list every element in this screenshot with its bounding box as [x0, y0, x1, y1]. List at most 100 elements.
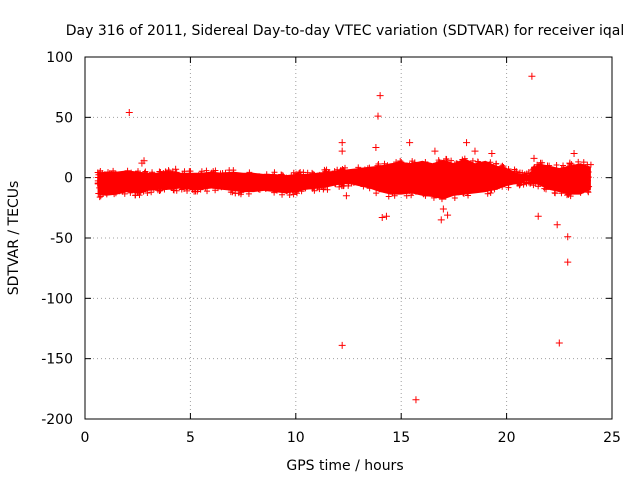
band-point	[245, 183, 252, 190]
band-point	[203, 167, 210, 174]
band-point	[225, 176, 232, 183]
band-point	[275, 184, 282, 191]
outlier-point	[372, 144, 380, 151]
band-point	[411, 183, 418, 190]
band-point	[212, 167, 219, 174]
band-point	[339, 182, 346, 189]
band-point	[150, 175, 157, 182]
band-point	[584, 177, 591, 184]
band-point	[432, 192, 439, 199]
band-point	[426, 182, 433, 189]
band-point	[436, 159, 443, 166]
band-point	[474, 158, 481, 165]
band-point	[189, 186, 196, 193]
band-point	[425, 164, 432, 171]
band-point	[289, 182, 296, 189]
band-point	[124, 185, 131, 192]
band-point	[298, 188, 305, 195]
band-point	[579, 176, 586, 183]
band-point	[409, 189, 416, 196]
band-point	[487, 190, 494, 197]
band-point	[470, 171, 477, 178]
band-point	[272, 179, 279, 186]
band-point	[547, 168, 554, 175]
band-point	[460, 158, 467, 165]
band-point	[483, 183, 490, 190]
band-point	[493, 176, 500, 183]
band-point	[142, 168, 149, 175]
band-point	[505, 166, 512, 173]
band-point	[522, 174, 529, 181]
band-point	[361, 166, 368, 173]
band-point	[218, 184, 225, 191]
band-point	[453, 160, 460, 167]
band-point	[148, 171, 155, 178]
band-point	[201, 176, 208, 183]
band-point	[561, 167, 568, 174]
band-point	[139, 175, 146, 182]
band-point	[519, 169, 526, 176]
band-point	[231, 174, 238, 181]
band-point	[157, 169, 164, 176]
band-point	[486, 181, 493, 188]
band-point	[177, 183, 184, 190]
band-point	[293, 177, 300, 184]
band-point	[302, 175, 309, 182]
band-point	[518, 177, 525, 184]
x-tick-label: 15	[392, 430, 410, 446]
band-point	[414, 184, 421, 191]
band-point	[339, 171, 346, 178]
band-point	[320, 176, 327, 183]
outlier-point	[553, 221, 561, 229]
band-point	[358, 175, 365, 182]
band-point	[515, 174, 522, 181]
band-point	[443, 156, 450, 163]
band-point	[131, 176, 138, 183]
band-point	[384, 162, 391, 169]
band-point	[119, 188, 126, 195]
band-point	[129, 173, 136, 180]
band-point	[529, 175, 536, 182]
band-point	[173, 169, 180, 176]
band-point	[219, 177, 226, 184]
band-point	[156, 168, 163, 175]
band-point	[411, 177, 418, 184]
band-point	[230, 170, 237, 177]
band-point	[212, 187, 219, 194]
band-point	[99, 169, 106, 176]
band-point	[125, 173, 132, 180]
band-point	[421, 162, 428, 169]
band-point	[464, 163, 471, 170]
band-point	[390, 187, 397, 194]
outlier-point	[338, 147, 346, 155]
band-point	[463, 164, 470, 171]
data-band	[94, 155, 594, 203]
band-point	[493, 160, 500, 167]
band-point	[387, 178, 394, 185]
band-point	[585, 174, 592, 181]
band-point	[488, 172, 495, 179]
band-point	[410, 164, 417, 171]
band-point	[566, 185, 573, 192]
band-point	[195, 171, 202, 178]
band-point	[342, 164, 349, 171]
band-point	[373, 169, 380, 176]
band-point	[285, 176, 292, 183]
outlier-point	[342, 192, 350, 200]
band-point	[339, 179, 346, 186]
outlier-point	[463, 139, 471, 147]
band-point	[374, 184, 381, 191]
band-point	[553, 175, 560, 182]
band-point	[292, 173, 299, 180]
band-point	[315, 181, 322, 188]
band-point	[401, 169, 408, 176]
band-point	[505, 180, 512, 187]
band-point	[198, 168, 205, 175]
band-point	[222, 169, 229, 176]
band-point	[273, 187, 280, 194]
band-point	[297, 168, 304, 175]
y-tick-label: -200	[41, 412, 73, 428]
outlier-point	[172, 165, 180, 173]
y-tick-label: 0	[64, 171, 73, 187]
